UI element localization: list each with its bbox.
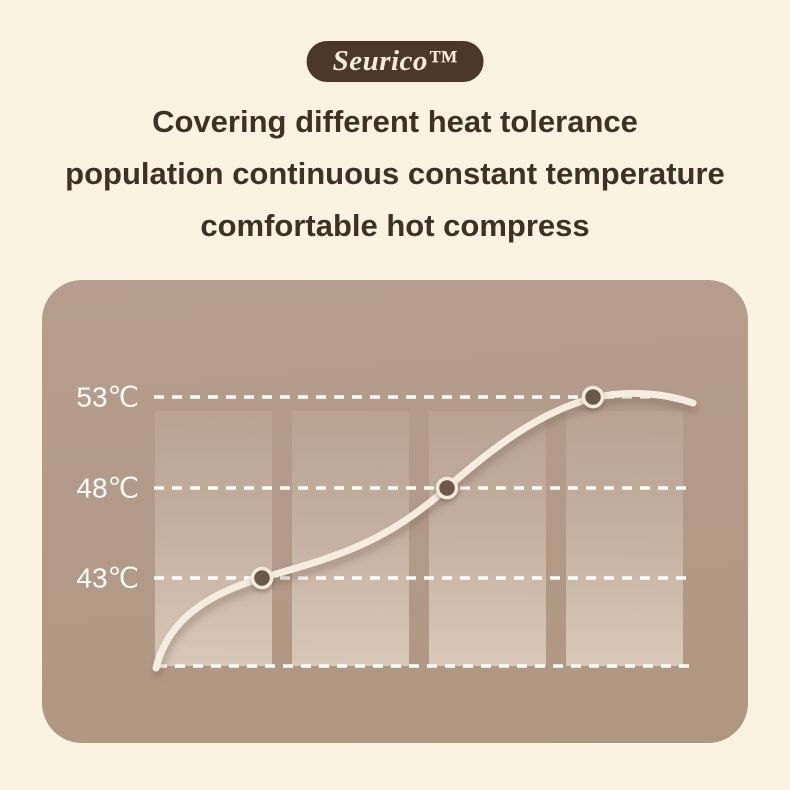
chart-column-2 <box>292 411 409 666</box>
chart-background-columns <box>155 411 683 666</box>
y-axis-labels: 53℃ 48℃ 43℃ <box>76 382 139 594</box>
data-point-53c <box>581 385 605 409</box>
page-title: Covering different heat tolerance popula… <box>0 96 790 252</box>
data-point-48c <box>435 476 459 500</box>
y-tick-43c: 43℃ <box>76 563 139 594</box>
data-point-43c <box>250 566 274 590</box>
curve-data-points <box>250 385 605 590</box>
y-tick-53c: 53℃ <box>76 382 139 413</box>
chart-column-3 <box>429 411 546 666</box>
page-title-line-2: population continuous constant temperatu… <box>65 156 725 191</box>
y-tick-48c: 48℃ <box>76 473 139 504</box>
page-title-line-1: Covering different heat tolerance <box>152 104 638 139</box>
temperature-chart: 53℃ 48℃ 43℃ <box>76 382 697 672</box>
chart-column-1 <box>155 411 272 666</box>
brand-badge: Seurico™ <box>306 41 484 82</box>
temperature-chart-card: 53℃ 48℃ 43℃ <box>42 280 748 743</box>
brand-badge-label: Seurico™ <box>332 45 458 77</box>
chart-column-4 <box>566 411 683 666</box>
page-title-line-3: comfortable hot compress <box>200 208 590 243</box>
